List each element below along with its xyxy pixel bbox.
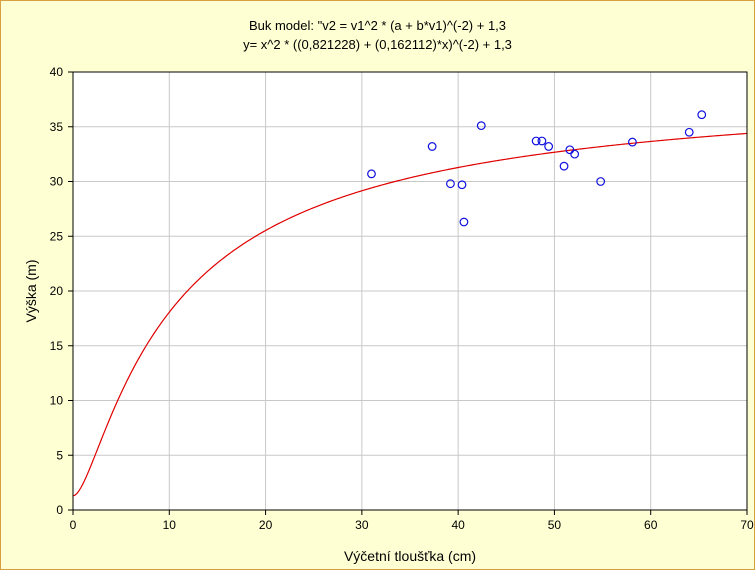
x-tick-label: 50 (548, 518, 562, 532)
y-tick-label: 5 (56, 448, 63, 462)
data-point (570, 149, 580, 159)
grid-lines (73, 72, 747, 510)
data-point (446, 179, 455, 189)
data-point (531, 136, 541, 146)
data-point (367, 169, 376, 179)
x-tick-label: 0 (70, 518, 77, 532)
curve-layer (72, 132, 748, 497)
chart-subtitle: y= x^2 * ((0,821228) + (0,162112)*x)^(-2… (243, 37, 512, 52)
data-point (457, 180, 467, 190)
y-tick-label: 40 (50, 65, 64, 79)
y-axis-ticks: 0 5 10 15 20 25 30 35 40 (50, 65, 73, 517)
x-tick-label: 30 (355, 518, 369, 532)
data-point (684, 127, 694, 137)
data-point (628, 137, 637, 147)
y-tick-label: 15 (50, 339, 64, 353)
data-point (596, 177, 606, 186)
x-tick-label: 40 (451, 518, 465, 532)
points-layer (367, 110, 707, 227)
x-axis-ticks: 0 10 20 30 40 50 60 70 (70, 510, 754, 532)
data-point (476, 121, 486, 131)
y-tick-label: 20 (50, 284, 64, 298)
x-tick-label: 70 (740, 518, 754, 532)
x-tick-label: 10 (163, 518, 177, 532)
y-axis-label: Výška (m) (23, 260, 39, 323)
y-tick-label: 30 (50, 175, 64, 189)
y-tick-label: 35 (50, 120, 64, 134)
data-point (537, 136, 547, 146)
y-tick-label: 0 (56, 503, 63, 517)
chart-title: Buk model: "v2 = v1^2 * (a + b*v1)^(-2) … (248, 18, 507, 33)
data-point (559, 161, 569, 171)
data-point (544, 142, 554, 151)
data-point (459, 217, 469, 227)
fitted-curve (72, 132, 748, 497)
data-point (697, 110, 707, 120)
data-point (427, 142, 437, 151)
data-point (565, 145, 575, 155)
x-axis-label: Výčetní tloušťka (cm) (344, 548, 476, 564)
x-tick-label: 60 (644, 518, 658, 532)
y-tick-label: 10 (50, 394, 64, 408)
x-tick-label: 20 (259, 518, 273, 532)
y-tick-label: 25 (50, 229, 64, 243)
